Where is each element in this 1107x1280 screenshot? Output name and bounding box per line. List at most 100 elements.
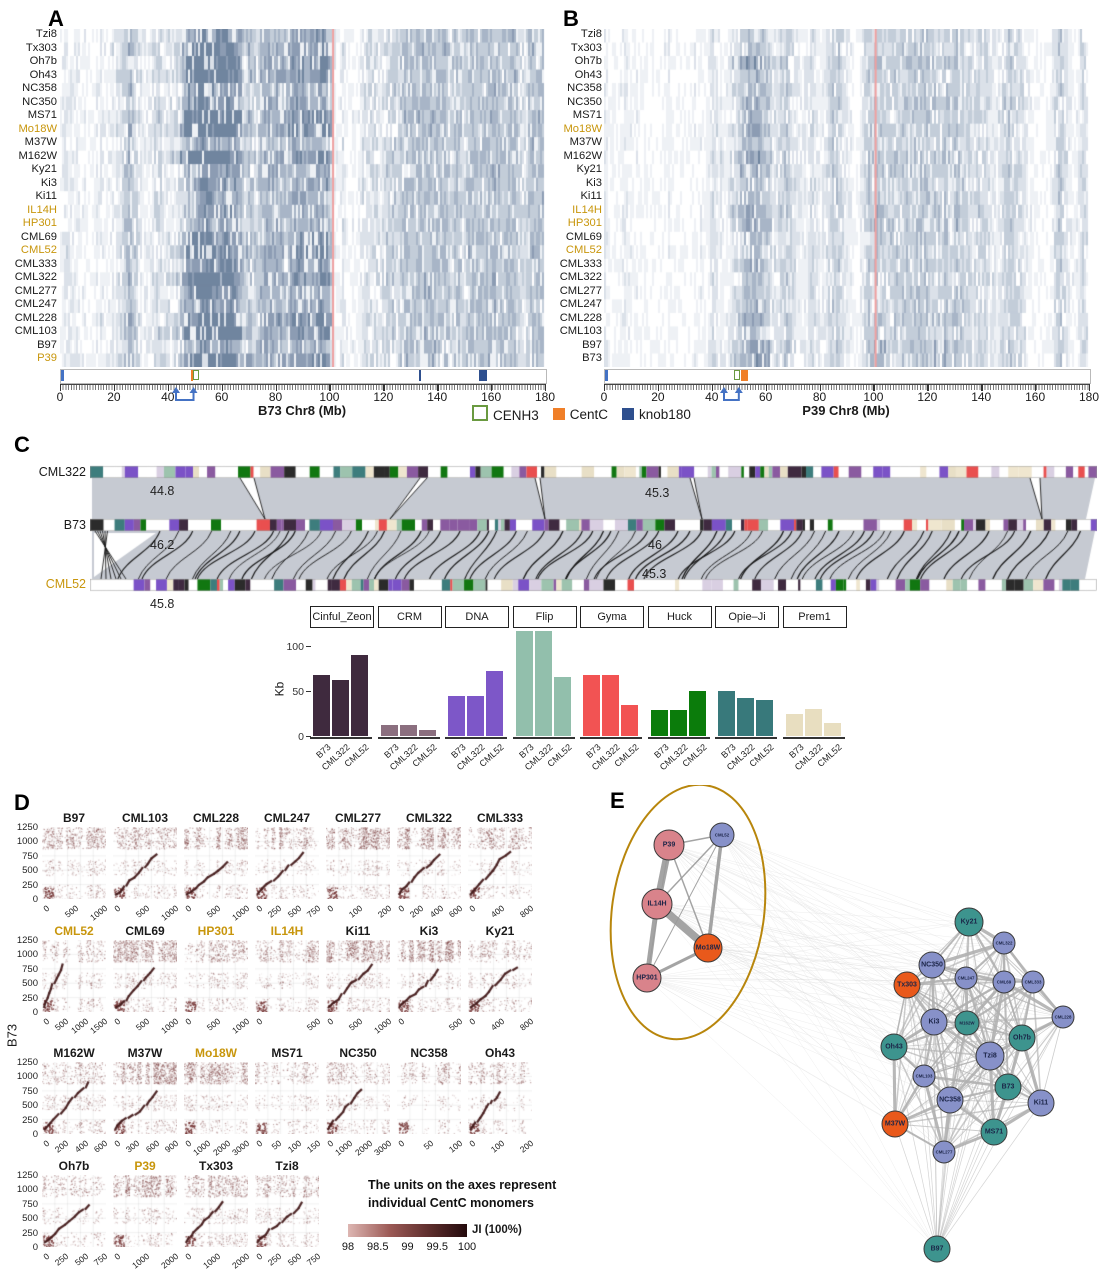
axis-tick-label: 40 bbox=[705, 390, 719, 404]
dotplot-x-tick-label: 0 bbox=[325, 1138, 336, 1149]
dotplot-x-tick-label: 2000 bbox=[352, 1138, 374, 1158]
dotplot-x-tick-label: 1000 bbox=[333, 1138, 355, 1158]
dotplot-x-tick-label: 100 bbox=[346, 903, 365, 920]
network-edge bbox=[906, 942, 1005, 986]
network-node-cml247 bbox=[954, 966, 978, 990]
dotplot-x-tick-label: 750 bbox=[304, 903, 323, 920]
cml322-mid-value: 45.3 bbox=[645, 486, 670, 500]
row-label-ki11: Ki11 bbox=[580, 190, 602, 203]
network-node-label-b73: B73 bbox=[1002, 1084, 1015, 1091]
network-edge bbox=[893, 1046, 991, 1057]
dotplot-oh43 bbox=[468, 1062, 532, 1134]
dotplot-cml228 bbox=[184, 827, 248, 899]
dotplot-y-tick-label: 1000 bbox=[16, 949, 38, 961]
panel-a-letter: A bbox=[48, 6, 64, 31]
network-edge bbox=[894, 1123, 938, 1250]
network-edge bbox=[646, 977, 895, 1048]
dotplot-x-tick-label: 0 bbox=[112, 903, 123, 914]
bar-crm-cml52 bbox=[418, 729, 436, 736]
axis-tick-label: 60 bbox=[214, 390, 229, 404]
dotplot-x-tick-label: 0 bbox=[325, 903, 336, 914]
network-edge bbox=[721, 834, 995, 1133]
b73-mid-value: 46 bbox=[648, 538, 662, 552]
network-node-tzi8 bbox=[975, 1041, 1005, 1071]
network-edge bbox=[936, 1102, 1042, 1250]
facet-label-opieji: Opie–Ji bbox=[715, 606, 779, 628]
network-edge bbox=[721, 834, 1023, 1039]
network-edge bbox=[721, 834, 896, 1125]
network-node-oh43 bbox=[880, 1033, 908, 1061]
axis-major-tick bbox=[711, 384, 714, 391]
dotplot-y-tick-label: 0 bbox=[32, 1129, 38, 1140]
dotplot-x-tick-label: 300 bbox=[124, 1138, 142, 1155]
row-label-cml322: CML322 bbox=[559, 271, 602, 284]
axis-tick-label: 80 bbox=[812, 390, 827, 404]
network-node-m162w bbox=[954, 1010, 980, 1036]
panel-b-row-labels: Tzi8 Tx303 Oh7b Oh43 NC358 NC350 MS71 Mo18W M37W… bbox=[545, 28, 603, 367]
axis-tick-label: 20 bbox=[651, 390, 665, 404]
network-edge bbox=[656, 903, 1009, 1088]
dotplot-ki3 bbox=[397, 940, 461, 1012]
bar-dna-cml52 bbox=[486, 671, 503, 736]
dotplot-x-tick-label: 800 bbox=[517, 903, 536, 920]
ji-colorbar-tick-label: 99 bbox=[401, 1241, 414, 1253]
network-edge bbox=[668, 844, 908, 986]
row-label-oh7b: Oh7b bbox=[29, 55, 57, 68]
dotplot-tzi8 bbox=[255, 1175, 319, 1247]
network-node-label-m162w: M162W bbox=[959, 1021, 975, 1026]
panel-b-annotation-track bbox=[604, 369, 1091, 384]
row-label-ky21: Ky21 bbox=[576, 163, 603, 176]
dotplot-il14h bbox=[255, 940, 319, 1012]
network-edge bbox=[968, 921, 991, 1057]
dotplot-title-ki11: Ki11 bbox=[345, 924, 371, 938]
dotplot-b97 bbox=[42, 827, 106, 899]
insertion-arrows-icon bbox=[719, 387, 743, 401]
network-edge bbox=[966, 1016, 1064, 1024]
network-edge bbox=[966, 981, 1034, 1024]
network-edge bbox=[656, 903, 967, 979]
dotplot-x-tick-label: 500 bbox=[204, 903, 223, 920]
dotplot-x-tick-label: 250 bbox=[53, 1251, 71, 1268]
network-node-il14h bbox=[641, 888, 673, 920]
dotplot-x-tick-label: 400 bbox=[427, 903, 445, 920]
dotplot-x-tick-label: 600 bbox=[143, 1138, 161, 1155]
row-label-cml52: CML52 bbox=[565, 244, 602, 257]
dotplot-x-tick-label: 400 bbox=[488, 1016, 507, 1033]
dotplot-x-tick-label: 100 bbox=[446, 1138, 465, 1155]
network-node-label-ms71: MS71 bbox=[985, 1129, 1003, 1136]
axis-tick-label: 160 bbox=[481, 390, 502, 404]
dotplot-x-tick-label: 500 bbox=[346, 1016, 365, 1033]
network-edge bbox=[894, 1123, 995, 1133]
bar-y-tick bbox=[306, 736, 311, 738]
row-label-nc358: NC358 bbox=[22, 82, 57, 95]
network-edge bbox=[656, 903, 970, 923]
bar-opieji-b73 bbox=[718, 691, 735, 736]
network-edge bbox=[906, 984, 951, 1101]
track-legend: CENH3 CentC knob180 bbox=[472, 405, 691, 423]
axis-major-tick bbox=[113, 384, 116, 391]
dotplot-title-cml247: CML247 bbox=[263, 811, 311, 825]
network-node-cml69 bbox=[992, 970, 1016, 994]
network-edge bbox=[893, 1046, 945, 1153]
dotplot-x-tick-label: 1500 bbox=[88, 1016, 110, 1036]
axis-tick-label: 0 bbox=[56, 390, 64, 404]
dotplot-x-tick-label: 200 bbox=[517, 1138, 536, 1155]
network-node-label-cml277: CML277 bbox=[936, 1150, 953, 1155]
network-edge bbox=[646, 977, 1064, 1018]
row-label-ki3: Ki3 bbox=[40, 176, 57, 189]
axis-major-tick bbox=[329, 384, 331, 391]
network-edge bbox=[646, 977, 908, 986]
dotplot-x-tick-label: 1000 bbox=[201, 1251, 223, 1271]
row-label-tx303: Tx303 bbox=[570, 41, 602, 54]
row-label-il14h: IL14H bbox=[27, 203, 57, 216]
network-edge bbox=[893, 1046, 1009, 1088]
axis-ruler bbox=[60, 384, 545, 390]
network-edge bbox=[668, 844, 933, 966]
facet-x-axis bbox=[580, 737, 642, 739]
axis-major-tick bbox=[491, 384, 493, 391]
axis-tick-label: 0 bbox=[600, 390, 608, 404]
bar-opieji-cml52 bbox=[756, 700, 773, 736]
dotplot-x-tick-label: 1000 bbox=[130, 1251, 152, 1271]
network-edge bbox=[668, 844, 935, 1023]
network-node-label-cml333: CML333 bbox=[1025, 980, 1042, 985]
